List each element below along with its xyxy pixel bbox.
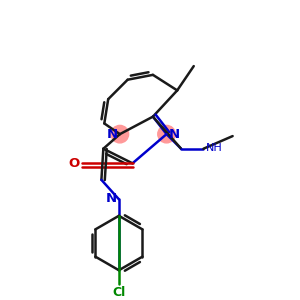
Text: O: O (69, 157, 80, 170)
Text: N: N (106, 192, 117, 205)
Text: Cl: Cl (112, 286, 125, 299)
Text: N: N (107, 128, 118, 141)
Circle shape (158, 125, 175, 143)
Text: NH: NH (206, 143, 222, 153)
Text: N: N (169, 128, 180, 141)
Circle shape (111, 125, 129, 143)
